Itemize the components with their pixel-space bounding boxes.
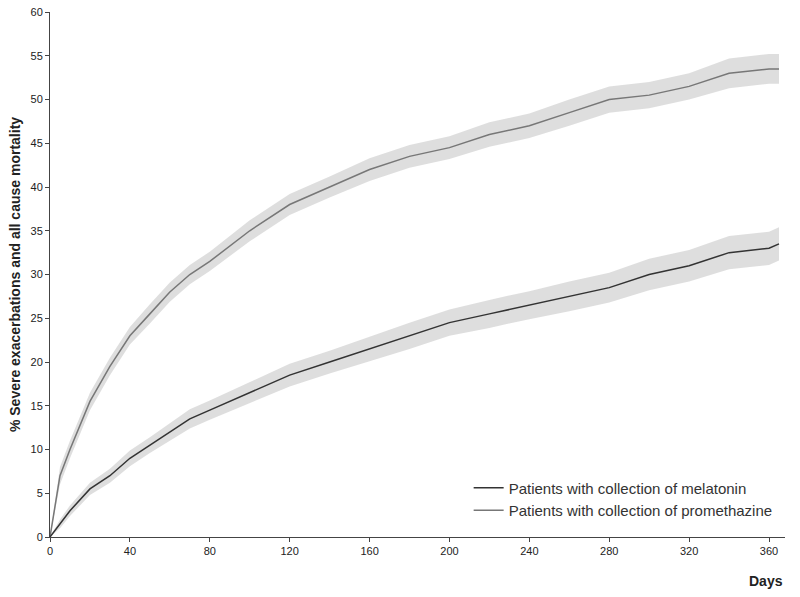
svg-text:45: 45 bbox=[31, 137, 43, 149]
svg-text:160: 160 bbox=[360, 545, 378, 557]
svg-text:25: 25 bbox=[31, 312, 43, 324]
svg-text:40: 40 bbox=[124, 545, 136, 557]
svg-text:50: 50 bbox=[31, 93, 43, 105]
svg-text:0: 0 bbox=[37, 531, 43, 543]
svg-text:35: 35 bbox=[31, 225, 43, 237]
svg-text:60: 60 bbox=[31, 6, 43, 18]
svg-text:80: 80 bbox=[204, 545, 216, 557]
svg-text:Days: Days bbox=[749, 573, 783, 589]
svg-text:30: 30 bbox=[31, 268, 43, 280]
svg-text:280: 280 bbox=[600, 545, 618, 557]
svg-text:5: 5 bbox=[37, 487, 43, 499]
svg-text:% Severe exacerbations and all: % Severe exacerbations and all cause mor… bbox=[7, 117, 23, 432]
svg-text:10: 10 bbox=[31, 443, 43, 455]
svg-text:Patients with collection of me: Patients with collection of melatonin bbox=[509, 480, 747, 497]
svg-text:120: 120 bbox=[280, 545, 298, 557]
svg-text:15: 15 bbox=[31, 400, 43, 412]
svg-text:40: 40 bbox=[31, 181, 43, 193]
svg-text:320: 320 bbox=[680, 545, 698, 557]
svg-text:240: 240 bbox=[520, 545, 538, 557]
svg-text:55: 55 bbox=[31, 50, 43, 62]
svg-text:0: 0 bbox=[47, 545, 53, 557]
svg-text:Patients with collection of pr: Patients with collection of promethazine bbox=[509, 502, 772, 519]
svg-text:360: 360 bbox=[760, 545, 778, 557]
svg-text:200: 200 bbox=[440, 545, 458, 557]
svg-text:20: 20 bbox=[31, 356, 43, 368]
